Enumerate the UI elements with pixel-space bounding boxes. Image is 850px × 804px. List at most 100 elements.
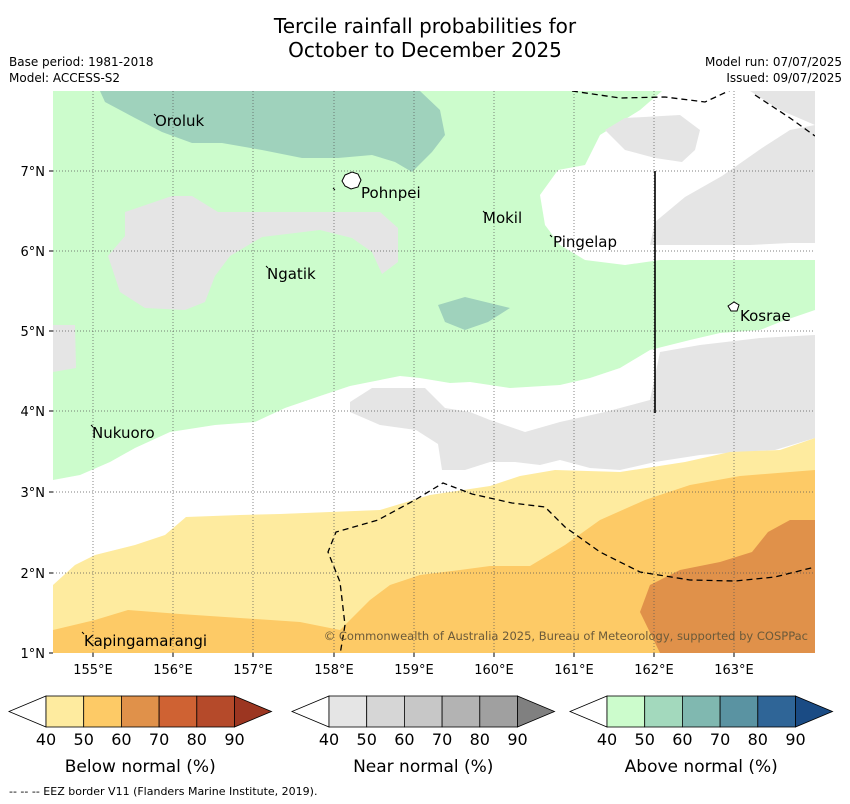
legend-tick-label: 80 — [470, 730, 490, 749]
legend-over-triangle — [517, 695, 556, 728]
legend-color-swatch — [479, 695, 518, 728]
lon-label: 160°E — [474, 663, 514, 678]
lon-label: 157°E — [233, 663, 273, 678]
above-normal-60-patch — [438, 297, 510, 330]
island-markers — [81, 113, 553, 635]
legend-color-swatch — [606, 695, 646, 728]
legend-color-swatch — [158, 695, 198, 728]
lon-label: 162°E — [634, 663, 674, 678]
map-canvas: Oroluk Pohnpei Mokil Pingelap Ngatik Kos… — [53, 91, 815, 653]
chart-title: Tercile rainfall probabilities for Octob… — [0, 14, 850, 62]
legend-color-swatch — [682, 695, 721, 728]
lat-label: 7°N — [21, 165, 46, 180]
base-period: Base period: 1981-2018 — [9, 55, 154, 69]
legend-color-swatch — [328, 695, 368, 728]
place-label-kosrae: Kosrae — [740, 307, 791, 325]
legend-tick-label: 40 — [597, 730, 617, 749]
legend-color-swatch — [644, 695, 683, 728]
lon-label: 156°E — [153, 663, 193, 678]
place-label-oroluk: Oroluk — [155, 112, 204, 130]
legend-color-swatch — [196, 695, 235, 728]
lat-label: 5°N — [21, 325, 46, 340]
lon-label: 161°E — [554, 663, 594, 678]
legend-tick-label: 70 — [149, 730, 169, 749]
legend-color-swatch — [121, 695, 160, 728]
issued-date: Issued: 09/07/2025 — [726, 71, 842, 85]
legend-tick-label: 70 — [710, 730, 730, 749]
legend-tick-label: 50 — [357, 730, 377, 749]
legend-colorbar: 40 50 60 70 80 90 Near normal (%) — [290, 695, 556, 777]
title-line-1: Tercile rainfall probabilities for — [273, 14, 577, 38]
title-line-2: October to December 2025 — [288, 38, 562, 62]
lon-label: 158°E — [314, 663, 354, 678]
legend-under-triangle — [290, 695, 330, 728]
legend-tick-label: 80 — [187, 730, 207, 749]
pohnpei-island-icon — [341, 171, 362, 190]
lon-label: 163°E — [714, 663, 754, 678]
model-run-date: Model run: 07/07/2025 — [704, 55, 842, 69]
legend-tick-label: 90 — [224, 730, 244, 749]
lat-label: 6°N — [21, 245, 46, 260]
legend-color-swatch — [83, 695, 122, 728]
near-normal-region-west — [108, 196, 398, 310]
meta-right: Model run: 07/07/2025 Issued: 09/07/2025 — [705, 54, 842, 86]
axis-ticks — [49, 170, 735, 657]
model-name: Model: ACCESS-S2 — [9, 71, 121, 85]
place-label-ngatik: Ngatik — [267, 265, 316, 283]
legend-color-swatch — [441, 695, 481, 728]
legend-tick-label: 40 — [36, 730, 56, 749]
legend-over-triangle — [234, 695, 273, 728]
legend-colorbars: 40 50 60 70 80 90 Below normal (%) 40 50 60 70 80 90… — [7, 695, 834, 777]
legend-tick-label: 50 — [635, 730, 655, 749]
above-normal-60-region — [100, 91, 445, 172]
eez-border — [327, 91, 815, 653]
legend-color-swatch — [45, 695, 85, 728]
legend-tick-label: 60 — [672, 730, 692, 749]
legend-title: Below normal (%) — [65, 757, 216, 777]
near-normal-region-northeast-top — [750, 91, 815, 125]
legend-colorbar: 40 50 60 70 80 90 Below normal (%) — [7, 695, 273, 777]
lat-label: 3°N — [21, 486, 46, 501]
kosrae-island-icon — [727, 301, 740, 312]
near-normal-region-edge — [53, 325, 76, 372]
near-normal-region-north — [605, 115, 700, 162]
lat-label: 1°N — [21, 647, 46, 662]
meta-left: Base period: 1981-2018 Model: ACCESS-S2 — [9, 54, 154, 86]
legend-over-triangle — [795, 695, 834, 728]
legend-tick-label: 80 — [748, 730, 768, 749]
legend-under-triangle — [7, 695, 47, 728]
copyright-notice: © Commonwealth of Australia 2025, Bureau… — [324, 629, 808, 643]
legend-color-swatch — [366, 695, 405, 728]
near-normal-region-center — [350, 335, 815, 470]
place-label-kapingamarangi: Kapingamarangi — [84, 632, 207, 650]
above-normal-region — [53, 91, 815, 480]
legend-colorbar: 40 50 60 70 80 90 Above normal (%) — [568, 695, 834, 777]
graticule — [53, 91, 815, 653]
legend-tick-label: 70 — [432, 730, 452, 749]
legend-under-triangle — [568, 695, 608, 728]
place-label-mokil: Mokil — [483, 209, 522, 227]
legend-title: Above normal (%) — [625, 757, 778, 777]
legend-color-swatch — [403, 695, 443, 728]
legend-tick-label: 40 — [319, 730, 339, 749]
legend-tick-label: 50 — [74, 730, 94, 749]
legend-color-swatch — [719, 695, 759, 728]
lat-label: 4°N — [21, 405, 46, 420]
place-label-nukuoro: Nukuoro — [92, 424, 155, 442]
below-normal-70-region — [640, 520, 815, 653]
legend-tick-label: 90 — [785, 730, 805, 749]
near-normal-region-northeast — [650, 125, 815, 245]
place-label-pingelap: Pingelap — [553, 233, 617, 251]
lon-label: 155°E — [73, 663, 113, 678]
legend-tick-label: 60 — [111, 730, 131, 749]
lon-label: 159°E — [394, 663, 434, 678]
lat-label: 2°N — [21, 567, 46, 582]
below-normal-60-region — [53, 470, 815, 653]
legend-tick-label: 60 — [394, 730, 414, 749]
legend-color-swatch — [757, 695, 796, 728]
eez-footnote: -- -- -- EEZ border V11 (Flanders Marine… — [9, 785, 318, 798]
legend-title: Near normal (%) — [353, 757, 493, 777]
place-label-pohnpei: Pohnpei — [361, 184, 421, 202]
legend-tick-label: 90 — [507, 730, 527, 749]
